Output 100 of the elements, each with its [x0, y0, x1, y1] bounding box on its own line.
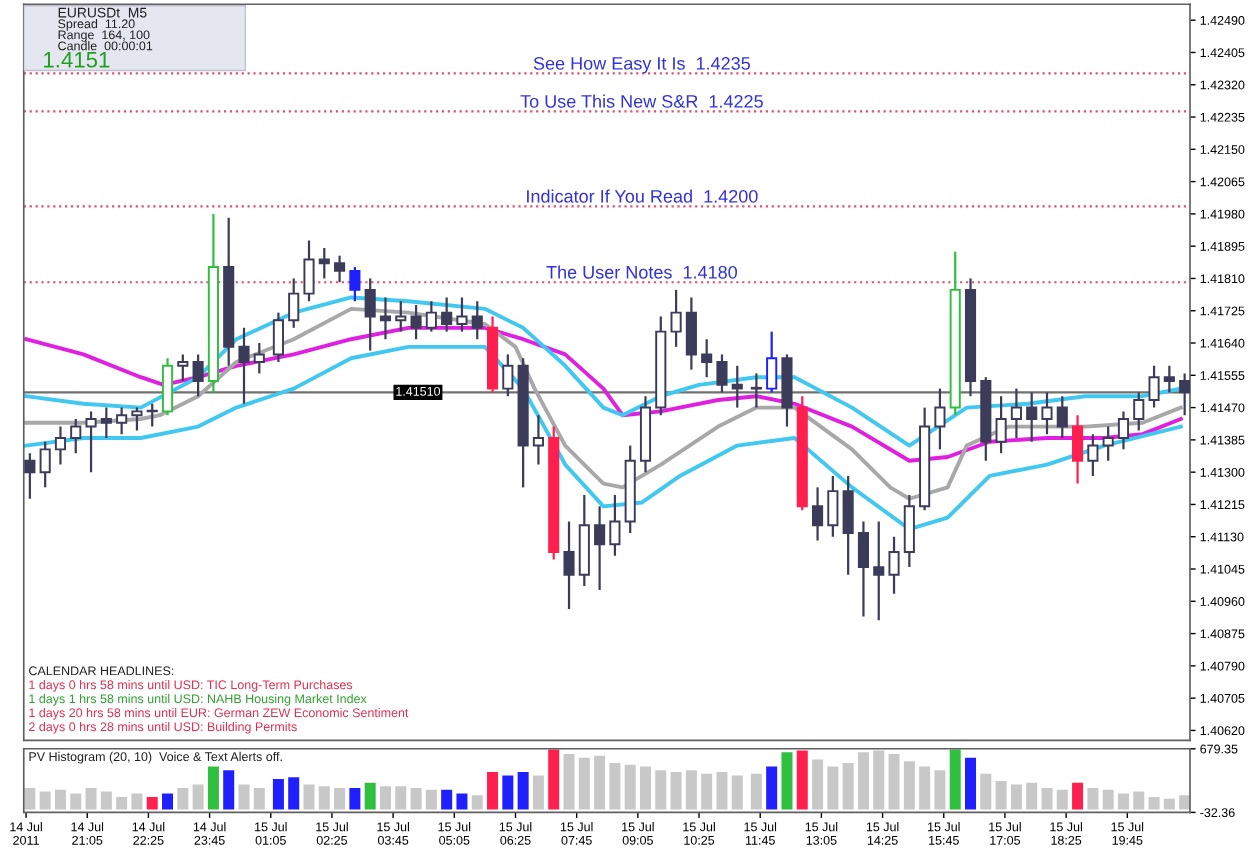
bar [934, 770, 946, 810]
candlestick [272, 311, 284, 364]
candlestick [410, 303, 422, 341]
candlestick [441, 296, 453, 333]
candlestick [995, 395, 1007, 455]
bar [578, 757, 590, 810]
candlestick [24, 452, 36, 500]
bar [177, 788, 189, 810]
candlestick [888, 535, 900, 595]
candlestick [334, 254, 346, 284]
candlestick [192, 353, 204, 398]
bar [548, 749, 560, 810]
bar [410, 788, 422, 810]
candlestick [934, 387, 946, 451]
candlestick [766, 330, 778, 394]
bar [919, 766, 931, 810]
candlestick [253, 341, 265, 375]
bar [162, 793, 174, 810]
bar [116, 796, 128, 810]
bar [349, 788, 361, 810]
bar [54, 789, 66, 810]
candlestick [85, 410, 97, 474]
bar [685, 770, 697, 810]
candlestick [594, 505, 606, 592]
candlestick [609, 493, 621, 557]
candlestick [670, 288, 682, 348]
bar [532, 775, 544, 810]
line-series [24, 306, 1183, 501]
ref-line-label: See How Easy It Is 1.4235 [533, 57, 750, 74]
bar [701, 773, 713, 810]
candlestick [827, 474, 839, 538]
annotation: 1.4151 [44, 52, 110, 68]
candlestick [1056, 395, 1068, 440]
bar [1087, 788, 1099, 810]
bar [318, 786, 330, 810]
bar [207, 766, 219, 810]
candlestick [842, 474, 854, 576]
bar [842, 763, 854, 810]
candlestick [395, 300, 407, 333]
candlestick [379, 296, 392, 341]
candlestick [731, 364, 743, 409]
bar [873, 750, 885, 810]
bar [456, 793, 468, 810]
bar [487, 771, 499, 810]
ref-line-label: Indicator If You Read 1.4200 [527, 189, 758, 203]
candlestick [177, 353, 189, 383]
bar [425, 789, 437, 810]
bar [716, 771, 728, 810]
bar [1117, 793, 1129, 810]
bar [796, 750, 808, 810]
candlestick [70, 417, 82, 455]
bar [903, 761, 915, 810]
bar [272, 779, 284, 810]
bar [609, 763, 621, 810]
candlestick [116, 406, 128, 436]
bar [364, 782, 376, 810]
candlestick [1148, 364, 1160, 409]
bar [949, 749, 961, 810]
bar [1148, 796, 1160, 810]
candlestick [54, 425, 67, 466]
candlestick [750, 372, 762, 409]
candlestick [471, 300, 483, 341]
bar [131, 793, 143, 810]
bar [766, 766, 778, 810]
bar [670, 771, 682, 810]
candlestick [701, 338, 713, 379]
bar [85, 788, 97, 810]
candlestick [1102, 425, 1114, 462]
bar [1102, 789, 1114, 810]
bar [731, 775, 743, 810]
bar [1056, 789, 1068, 810]
candlestick [131, 406, 143, 432]
bar [223, 770, 235, 810]
candlestick [532, 414, 544, 466]
candlestick [100, 406, 112, 440]
bar [100, 791, 112, 810]
bar [471, 795, 483, 810]
candlestick [1072, 414, 1084, 485]
bar [39, 791, 51, 810]
bar [563, 754, 575, 810]
bar [624, 764, 636, 810]
candlestick [857, 520, 870, 618]
candlestick [812, 486, 824, 542]
bar [965, 757, 977, 810]
candlestick [1133, 391, 1145, 432]
bar [146, 796, 158, 810]
candlestick [1041, 391, 1053, 436]
candlestick [318, 246, 330, 280]
bar [995, 780, 1007, 810]
bar [1133, 791, 1145, 810]
candlestick [303, 239, 315, 303]
bar [502, 775, 514, 810]
bar [1179, 795, 1190, 810]
candlestick [716, 353, 728, 394]
candlestick [502, 353, 514, 398]
candlestick [456, 296, 468, 333]
candlestick [349, 265, 361, 303]
bar [288, 777, 300, 810]
bar [303, 784, 315, 810]
bar [1163, 798, 1175, 810]
